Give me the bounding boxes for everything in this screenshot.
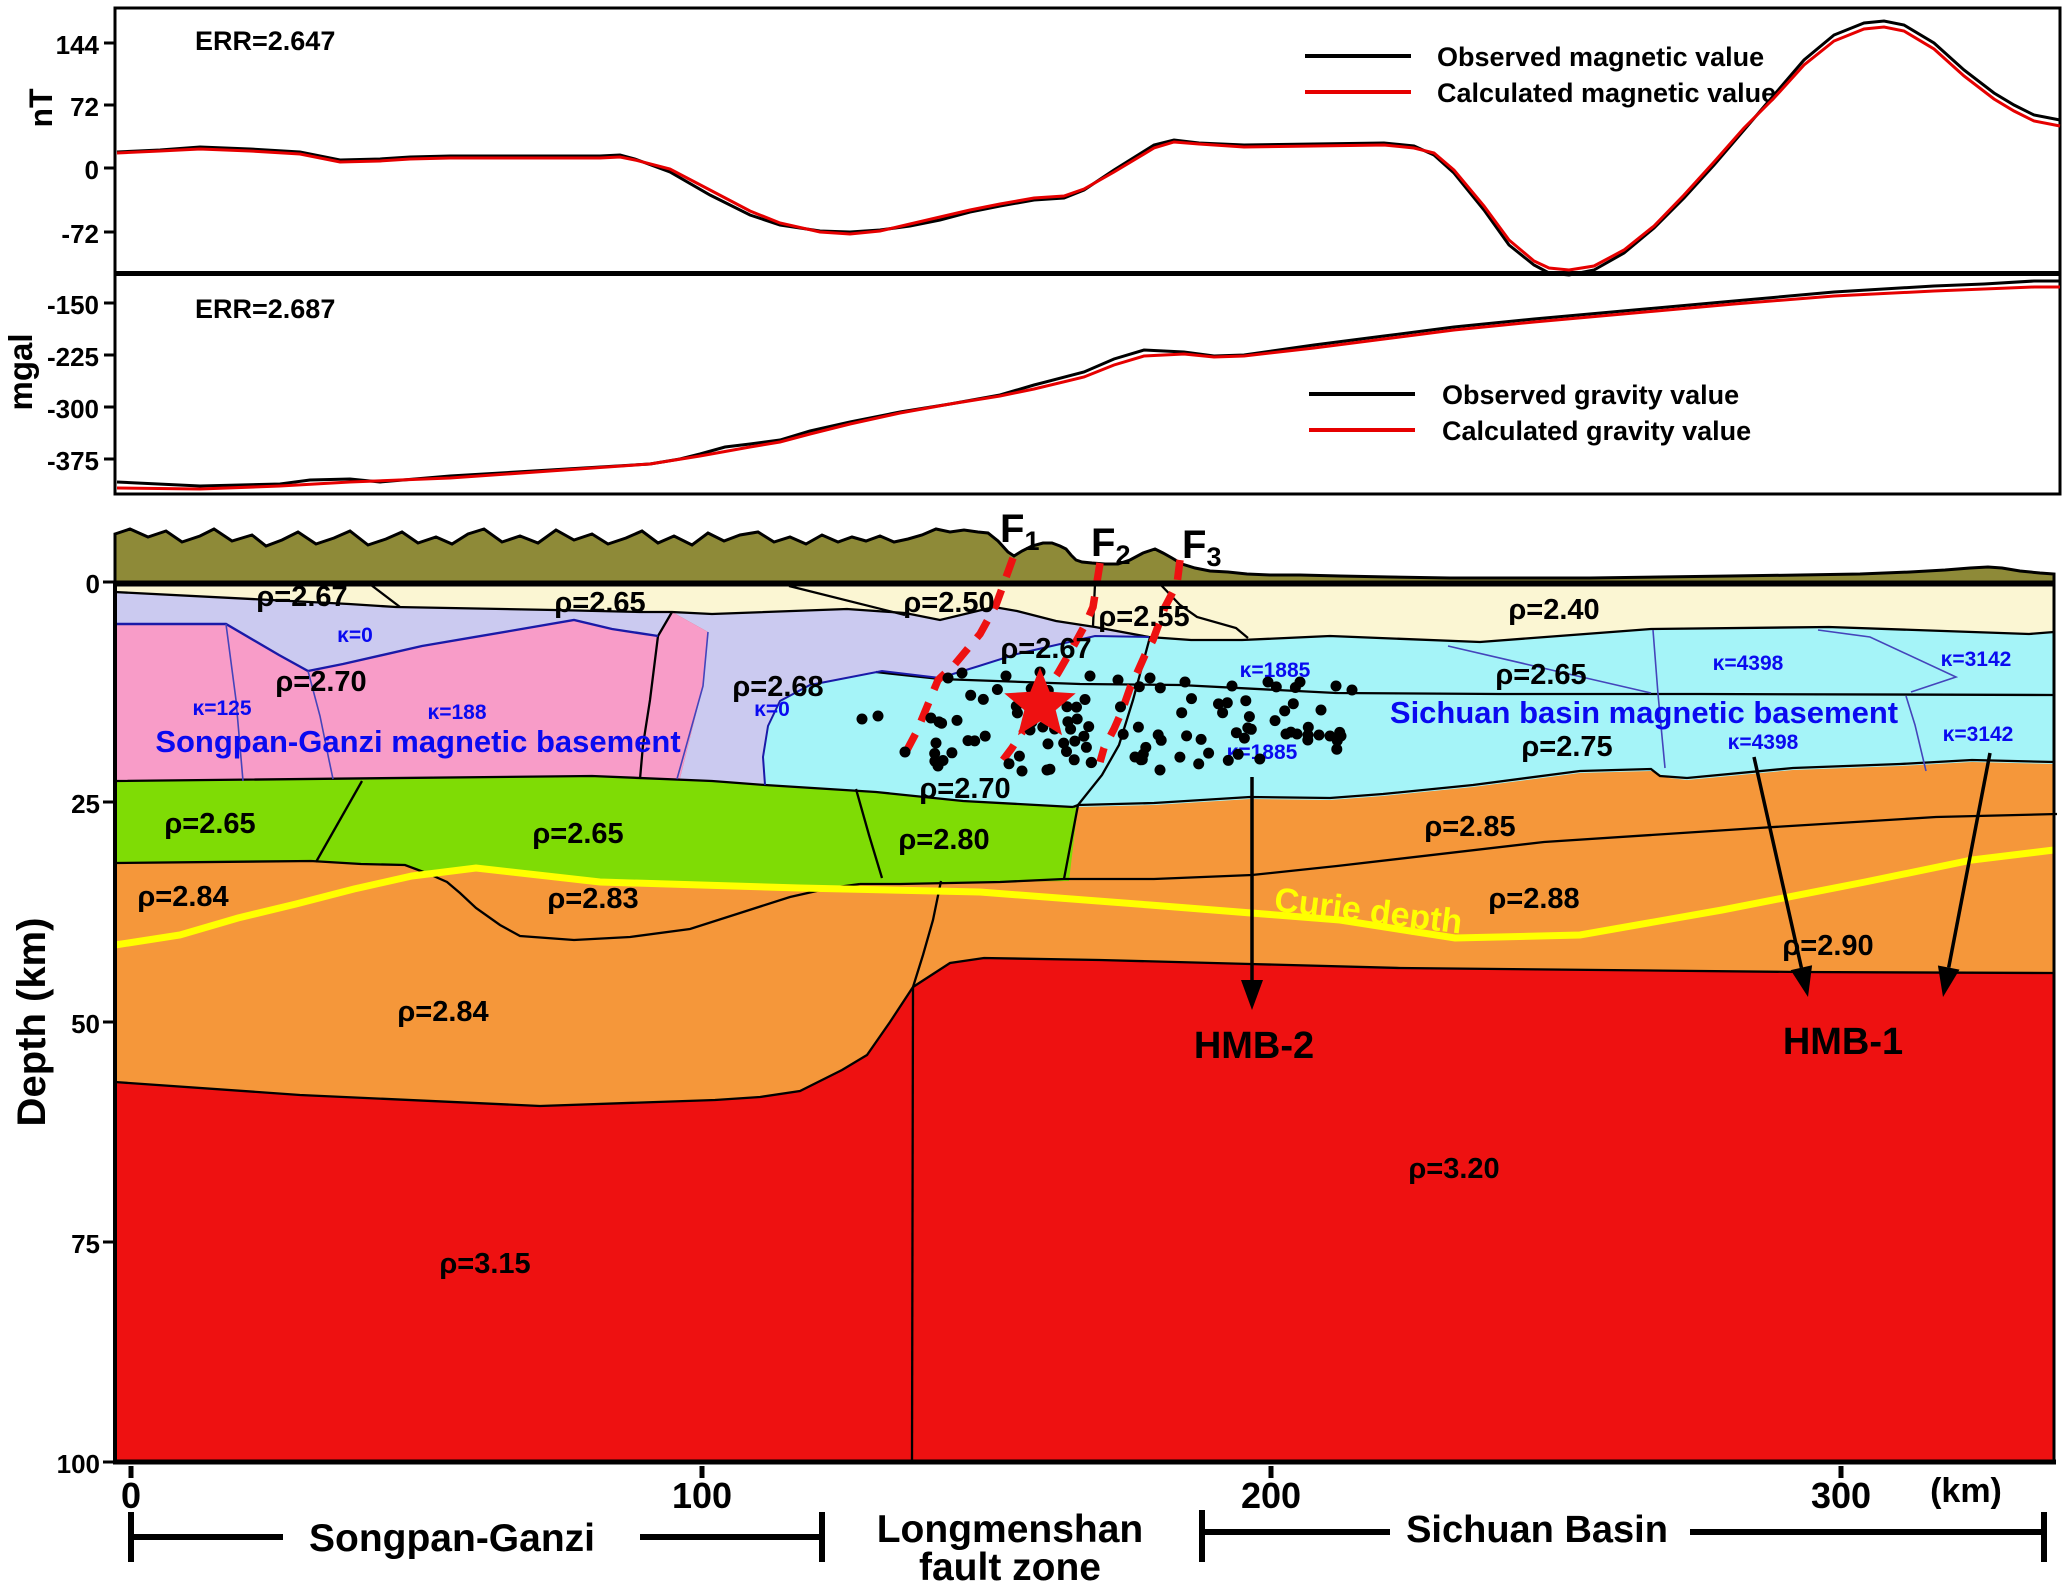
svg-text:fault zone: fault zone xyxy=(919,1546,1101,1585)
svg-text:100: 100 xyxy=(57,1449,100,1479)
svg-text:F1: F1 xyxy=(1000,507,1039,556)
svg-text:ρ=2.55: ρ=2.55 xyxy=(1098,601,1189,633)
svg-text:-150: -150 xyxy=(47,290,99,320)
svg-text:0: 0 xyxy=(85,155,99,185)
svg-text:-225: -225 xyxy=(47,342,99,372)
svg-text:75: 75 xyxy=(71,1229,100,1259)
svg-text:-375: -375 xyxy=(47,446,99,476)
svg-text:ρ=2.67: ρ=2.67 xyxy=(1000,633,1091,665)
svg-text:κ=4398: κ=4398 xyxy=(1713,652,1784,675)
svg-text:ρ=2.75: ρ=2.75 xyxy=(1521,731,1612,763)
svg-text:Observed gravity value: Observed gravity value xyxy=(1442,380,1739,410)
svg-text:Calculated magnetic value: Calculated magnetic value xyxy=(1437,78,1776,108)
svg-text:κ=1885: κ=1885 xyxy=(1240,659,1311,682)
svg-text:25: 25 xyxy=(71,789,100,819)
svg-text:0: 0 xyxy=(86,569,100,599)
svg-text:(km): (km) xyxy=(1930,1472,2002,1510)
svg-text:Depth (km): Depth (km) xyxy=(10,918,54,1127)
svg-text:ρ=2.88: ρ=2.88 xyxy=(1488,883,1579,915)
svg-text:100: 100 xyxy=(672,1475,732,1516)
svg-text:ρ=2.65: ρ=2.65 xyxy=(1495,659,1586,691)
svg-text:ρ=2.84: ρ=2.84 xyxy=(397,996,488,1028)
svg-text:κ=1885: κ=1885 xyxy=(1227,741,1298,764)
svg-text:κ=4398: κ=4398 xyxy=(1728,731,1799,754)
svg-text:Sichuan basin magnetic basemen: Sichuan basin magnetic basement xyxy=(1390,695,1898,730)
svg-text:ρ=3.20: ρ=3.20 xyxy=(1408,1153,1499,1185)
svg-text:0: 0 xyxy=(121,1475,141,1516)
svg-text:ρ=2.67: ρ=2.67 xyxy=(256,581,347,613)
svg-text:ERR=2.647: ERR=2.647 xyxy=(195,26,335,56)
svg-text:κ=0: κ=0 xyxy=(754,698,790,721)
svg-text:ρ=3.15: ρ=3.15 xyxy=(439,1248,530,1280)
svg-text:-72: -72 xyxy=(61,219,99,249)
svg-text:mgal: mgal xyxy=(2,333,39,410)
svg-text:κ=188: κ=188 xyxy=(427,701,486,724)
svg-text:50: 50 xyxy=(71,1009,100,1039)
svg-text:ρ=2.65: ρ=2.65 xyxy=(532,818,623,850)
svg-text:HMB-2: HMB-2 xyxy=(1194,1025,1314,1067)
svg-text:ρ=2.65: ρ=2.65 xyxy=(164,808,255,840)
svg-text:κ=3142: κ=3142 xyxy=(1941,648,2012,671)
svg-text:Longmenshan: Longmenshan xyxy=(877,1508,1144,1551)
svg-text:ρ=2.80: ρ=2.80 xyxy=(898,824,989,856)
svg-text:HMB-1: HMB-1 xyxy=(1783,1021,1903,1063)
svg-text:300: 300 xyxy=(1811,1475,1871,1516)
svg-text:Sichuan Basin: Sichuan Basin xyxy=(1406,1509,1668,1551)
svg-text:Songpan-Ganzi magnetic basemen: Songpan-Ganzi magnetic basement xyxy=(155,724,680,759)
svg-text:Observed magnetic value: Observed magnetic value xyxy=(1437,42,1764,72)
svg-text:ERR=2.687: ERR=2.687 xyxy=(195,294,335,324)
svg-text:ρ=2.68: ρ=2.68 xyxy=(732,671,823,703)
svg-text:-300: -300 xyxy=(47,394,99,424)
svg-text:Calculated gravity value: Calculated gravity value xyxy=(1442,416,1751,446)
svg-text:κ=125: κ=125 xyxy=(192,697,251,720)
svg-text:ρ=2.70: ρ=2.70 xyxy=(919,773,1010,805)
svg-text:Songpan-Ganzi: Songpan-Ganzi xyxy=(309,1517,595,1560)
svg-text:ρ=2.50: ρ=2.50 xyxy=(903,587,994,619)
svg-text:ρ=2.85: ρ=2.85 xyxy=(1424,811,1515,843)
svg-text:72: 72 xyxy=(70,92,99,122)
svg-text:ρ=2.65: ρ=2.65 xyxy=(554,587,645,619)
svg-text:κ=0: κ=0 xyxy=(337,624,373,647)
svg-text:κ=3142: κ=3142 xyxy=(1943,723,2014,746)
svg-text:ρ=2.84: ρ=2.84 xyxy=(137,881,228,913)
svg-text:ρ=2.70: ρ=2.70 xyxy=(275,666,366,698)
svg-text:ρ=2.40: ρ=2.40 xyxy=(1508,594,1599,626)
svg-text:nT: nT xyxy=(23,88,59,128)
svg-text:ρ=2.83: ρ=2.83 xyxy=(547,883,638,915)
svg-text:200: 200 xyxy=(1241,1475,1301,1516)
svg-text:144: 144 xyxy=(56,30,100,60)
